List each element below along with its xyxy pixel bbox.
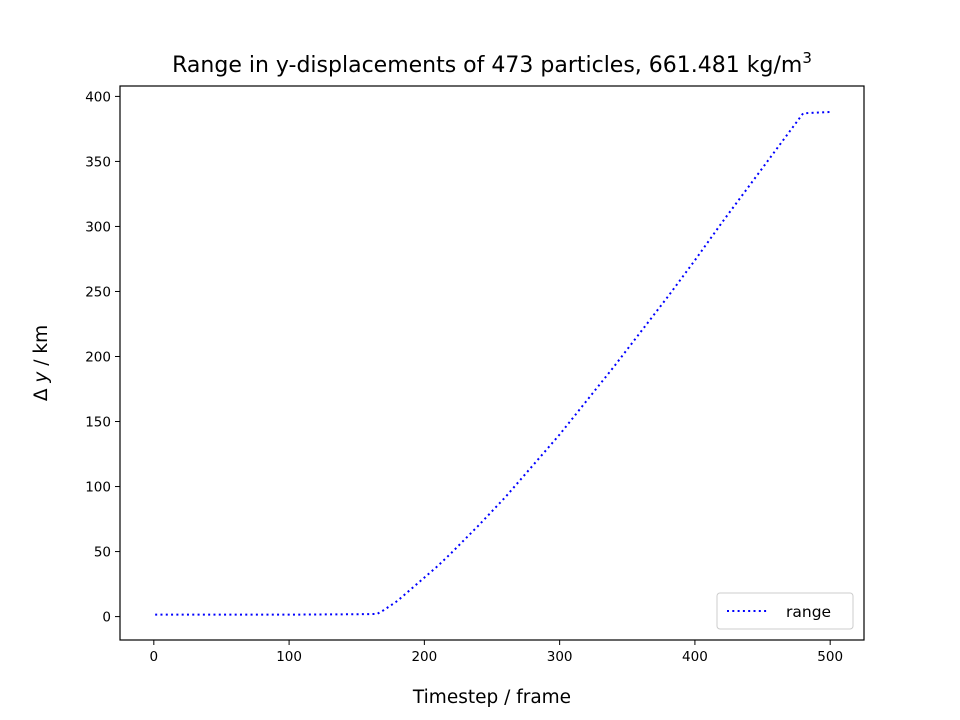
y-tick-label: 100 bbox=[85, 480, 111, 496]
x-axis: 0 100 200 300 400 500 bbox=[150, 640, 843, 665]
x-tick-label: 0 bbox=[150, 649, 159, 665]
x-tick-label: 200 bbox=[411, 649, 437, 665]
y-axis-title: Δ y / km bbox=[31, 325, 52, 401]
y-axis-title-suffix: / km bbox=[31, 325, 52, 372]
y-axis-title-variable: y bbox=[31, 371, 52, 384]
chart-title: Range in y-displacements of 473 particle… bbox=[172, 49, 812, 78]
y-tick-label: 150 bbox=[85, 415, 111, 431]
legend: range bbox=[716, 592, 854, 630]
x-tick-label: 400 bbox=[682, 649, 708, 665]
y-tick-label: 200 bbox=[85, 349, 111, 365]
x-tick-label: 500 bbox=[817, 649, 843, 665]
x-axis-title: Timestep / frame bbox=[412, 687, 571, 708]
y-tick-label: 0 bbox=[102, 610, 111, 626]
y-tick-label: 250 bbox=[85, 284, 111, 300]
y-tick-label: 50 bbox=[94, 545, 111, 561]
legend-frame bbox=[716, 592, 854, 630]
y-tick-label: 400 bbox=[85, 89, 111, 105]
plot-frame bbox=[119, 85, 865, 641]
y-axis-title-prefix: Δ bbox=[31, 383, 52, 402]
x-tick-label: 300 bbox=[547, 649, 573, 665]
legend-label-range: range bbox=[786, 603, 831, 621]
y-axis: 0 50 100 150 200 250 300 350 400 bbox=[85, 89, 120, 626]
y-tick-label: 350 bbox=[85, 154, 111, 170]
x-tick-label: 100 bbox=[276, 649, 302, 665]
chart-title-superscript: 3 bbox=[802, 49, 812, 67]
y-tick-label: 300 bbox=[85, 219, 111, 235]
